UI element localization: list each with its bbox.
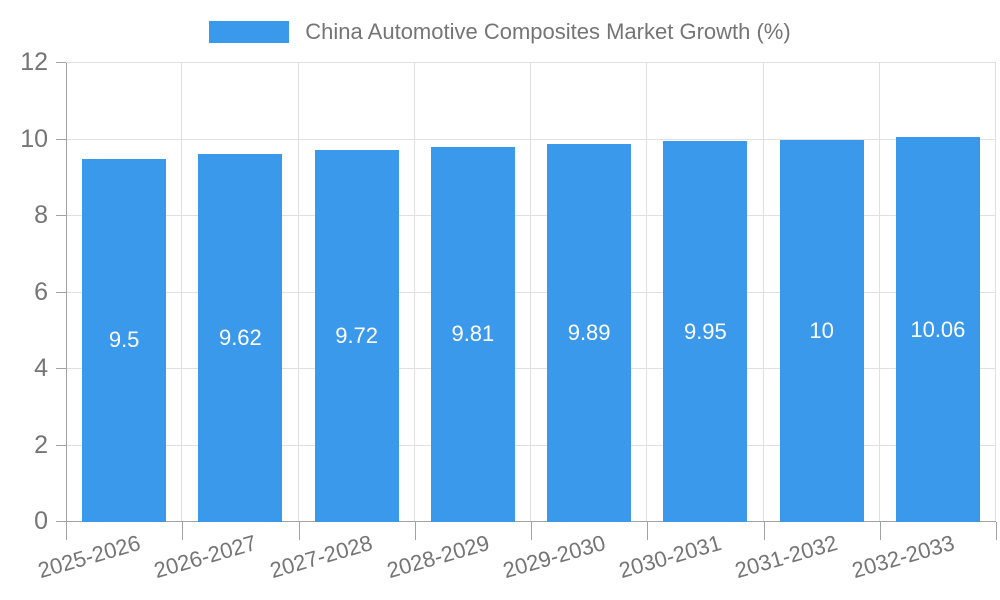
h-gridline bbox=[66, 368, 996, 369]
x-axis-tick-label: 2026-2027 bbox=[151, 530, 260, 584]
y-axis-tick bbox=[56, 368, 66, 369]
x-axis-tick bbox=[531, 522, 532, 540]
bar[interactable]: 9.81 bbox=[430, 146, 515, 522]
bar[interactable]: 9.5 bbox=[82, 158, 167, 522]
v-gridline bbox=[414, 63, 415, 522]
y-axis-tick-label: 12 bbox=[20, 48, 48, 76]
v-gridline bbox=[763, 63, 764, 522]
bar[interactable]: 10 bbox=[779, 139, 864, 522]
y-axis-tick bbox=[56, 62, 66, 63]
bar[interactable]: 9.62 bbox=[198, 154, 283, 522]
h-gridline bbox=[66, 215, 996, 216]
h-gridline bbox=[66, 62, 996, 63]
h-gridline bbox=[66, 291, 996, 293]
y-axis-tick bbox=[56, 215, 66, 216]
bar[interactable]: 9.95 bbox=[663, 141, 748, 522]
y-axis-tick-label: 2 bbox=[34, 430, 48, 459]
legend-swatch bbox=[209, 21, 290, 43]
x-axis-tick-label: 2029-2030 bbox=[499, 530, 609, 584]
bar-value-label: 9.72 bbox=[335, 323, 379, 349]
v-gridline bbox=[646, 63, 647, 522]
x-axis-tick bbox=[415, 522, 416, 540]
x-axis-tick-label: 2032-2033 bbox=[848, 530, 957, 584]
x-axis-tick-label: 2028-2029 bbox=[383, 530, 492, 584]
y-axis-tick bbox=[56, 291, 66, 293]
bar[interactable]: 10.06 bbox=[895, 137, 980, 522]
x-axis-tick bbox=[996, 522, 997, 540]
bar-value-label: 10.06 bbox=[910, 316, 966, 342]
x-axis-tick bbox=[647, 522, 648, 540]
y-axis-tick bbox=[56, 521, 66, 522]
x-axis-line bbox=[66, 521, 996, 522]
x-axis-tick bbox=[764, 522, 765, 540]
y-axis-tick-label: 10 bbox=[20, 124, 48, 153]
h-gridline bbox=[66, 444, 996, 446]
y-axis-tick-label: 8 bbox=[34, 201, 48, 229]
x-axis-tick-label: 2030-2031 bbox=[616, 530, 725, 584]
x-axis-tick-label: 2031-2032 bbox=[732, 530, 841, 584]
x-axis-tick bbox=[880, 522, 881, 540]
bar-value-label: 10 bbox=[809, 317, 834, 343]
v-gridline bbox=[181, 63, 182, 522]
x-axis-tick bbox=[182, 522, 183, 540]
y-axis-tick-label: 6 bbox=[34, 277, 48, 306]
bar-value-label: 9.62 bbox=[218, 325, 262, 350]
chart-legend: China Automotive Composites Market Growt… bbox=[0, 20, 1000, 44]
y-axis-line bbox=[66, 63, 67, 522]
y-axis-tick bbox=[56, 444, 66, 446]
x-axis-tick bbox=[66, 522, 67, 540]
v-gridline bbox=[995, 63, 996, 522]
bar-value-label: 9.95 bbox=[683, 318, 727, 344]
y-axis-tick bbox=[56, 138, 66, 140]
bar[interactable]: 9.89 bbox=[547, 143, 632, 522]
v-gridline bbox=[298, 63, 299, 522]
bar[interactable]: 9.72 bbox=[314, 150, 399, 522]
legend-item[interactable]: China Automotive Composites Market Growt… bbox=[209, 19, 791, 44]
v-gridline bbox=[879, 63, 880, 522]
plot-area: 9.5 9.62 9.72 9.81 9.89 9.95 10 10.06 bbox=[66, 62, 996, 522]
h-gridline bbox=[66, 138, 996, 140]
legend-label: China Automotive Composites Market Growt… bbox=[305, 19, 791, 44]
bar-value-label: 9.81 bbox=[451, 321, 495, 347]
y-axis-tick-label: 0 bbox=[34, 507, 48, 535]
x-axis-tick-label: 2027-2028 bbox=[267, 530, 376, 584]
bar-value-label: 9.5 bbox=[108, 327, 140, 353]
bar-value-label: 9.89 bbox=[567, 319, 611, 345]
y-axis-tick-label: 4 bbox=[34, 354, 48, 382]
v-gridline bbox=[530, 63, 531, 522]
x-axis-tick bbox=[299, 522, 300, 540]
x-axis-tick-label: 2025-2026 bbox=[34, 530, 144, 584]
